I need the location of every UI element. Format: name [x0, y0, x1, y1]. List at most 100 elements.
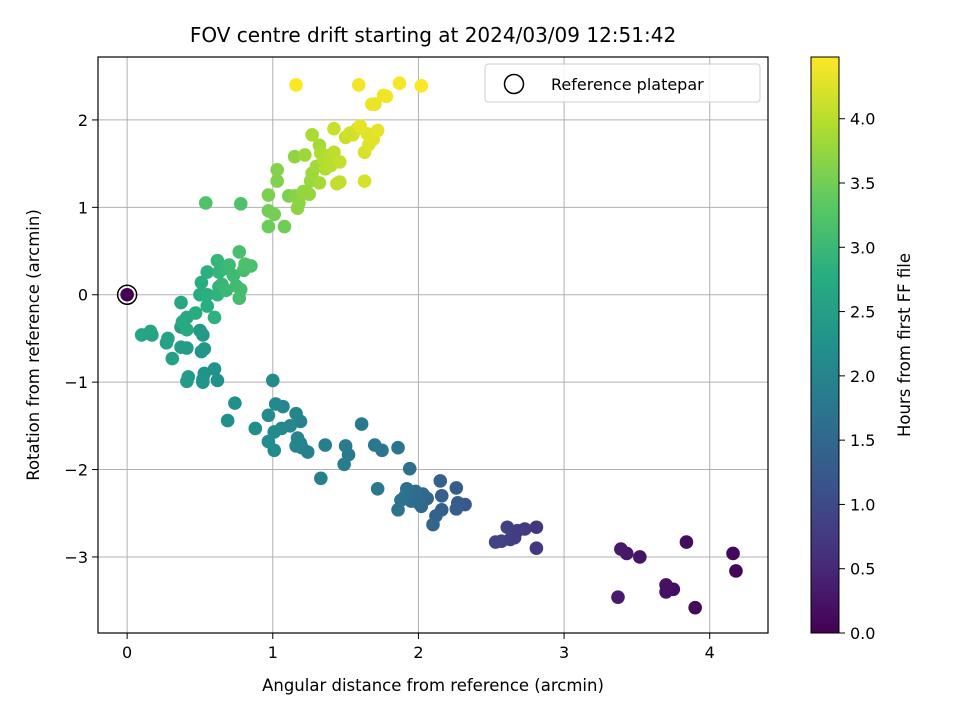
scatter-point	[426, 517, 440, 532]
scatter-point	[174, 295, 188, 310]
scatter-point	[379, 89, 394, 104]
x-tick-label: 4	[705, 643, 715, 662]
scatter-point	[210, 253, 225, 268]
legend: Reference platepar	[484, 63, 761, 103]
y-tick-label: 2	[78, 111, 88, 130]
scatter-point	[159, 336, 174, 350]
scatter-point	[289, 78, 303, 92]
scatter-point	[337, 457, 351, 472]
scatter-point	[314, 471, 328, 486]
y-axis: −3 −2 −1 0 1 2	[64, 111, 98, 567]
x-axis-label: Angular distance from reference (arcmin)	[262, 676, 604, 695]
scatter-point	[729, 564, 743, 578]
scatter-point	[365, 97, 379, 111]
scatter-point	[529, 541, 544, 556]
scatter-point	[327, 121, 341, 136]
scatter-point	[180, 322, 194, 337]
scatter-point	[449, 502, 464, 516]
scatter-point	[265, 373, 280, 388]
scatter-point	[261, 188, 276, 202]
scatter-point	[318, 438, 333, 452]
scatter-point	[198, 196, 213, 210]
scatter-point	[200, 299, 215, 313]
chart-title: FOV centre drift starting at 2024/03/09 …	[190, 23, 676, 47]
scatter-point	[392, 76, 407, 91]
scatter-point	[611, 590, 625, 604]
reference-platepar-marker	[116, 284, 138, 305]
colorbar-tick-label: 3.0	[850, 238, 875, 257]
scatter-point	[614, 542, 628, 556]
scatter-point	[302, 187, 316, 202]
x-axis: 0 1 2 3 4	[122, 633, 715, 662]
colorbar-tick-label: 0.5	[850, 560, 875, 579]
colorbar-tick-label: 0.0	[850, 624, 875, 643]
colorbar-gradient	[810, 56, 840, 634]
scatter-point	[268, 397, 283, 411]
y-tick-label: −3	[64, 548, 88, 567]
scatter-point	[261, 434, 276, 449]
scatter-point	[289, 439, 303, 453]
colorbar-tick-label: 4.0	[850, 110, 875, 129]
gridlines	[98, 57, 768, 633]
x-tick-label: 3	[559, 643, 569, 662]
scatter-point	[292, 196, 306, 210]
x-tick-label: 0	[122, 643, 132, 662]
scatter-point	[659, 585, 673, 599]
scatter-point	[222, 258, 236, 272]
scatter-point	[529, 520, 544, 535]
scatter-point	[433, 474, 448, 488]
colorbar-label: Hours from first FF file	[895, 253, 914, 437]
scatter-point	[180, 374, 194, 389]
legend-entry-reference-platepar: Reference platepar	[551, 75, 704, 94]
scatter-point	[351, 78, 366, 92]
legend-box	[484, 63, 761, 103]
colorbar-tick-label: 2.0	[850, 367, 875, 386]
scatter-point	[174, 340, 188, 354]
data-points	[116, 76, 743, 615]
scatter-point	[414, 79, 429, 93]
scatter-point	[226, 268, 241, 283]
y-axis-label: Rotation from reference (arcmin)	[24, 209, 43, 481]
scatter-point	[267, 207, 282, 222]
scatter-point	[232, 291, 247, 306]
scatter-point	[402, 461, 417, 476]
scatter-point	[391, 440, 405, 455]
scatter-point	[207, 362, 222, 376]
y-tick-label: −1	[64, 373, 88, 392]
scatter-point	[261, 408, 276, 423]
scatter-point	[354, 417, 369, 431]
scatter-point	[434, 488, 449, 503]
scatter-point	[248, 421, 263, 436]
scatter-point	[210, 373, 225, 388]
colorbar-tick-label: 2.5	[850, 303, 875, 322]
scatter-point	[165, 351, 180, 366]
scatter-point	[134, 328, 149, 342]
scatter-point	[207, 310, 222, 325]
legend-marker	[503, 73, 525, 95]
scatter-point	[289, 406, 303, 421]
scatter-point	[679, 535, 694, 549]
scatter-point	[200, 265, 215, 279]
colorbar-tick-label: 1.5	[850, 431, 875, 450]
scatter-point	[200, 287, 215, 302]
scatter-point	[220, 413, 235, 428]
scatter-point	[688, 600, 702, 615]
y-tick-label: 0	[78, 286, 88, 305]
colorbar-tick-label: 3.5	[850, 174, 875, 193]
x-tick-label: 2	[413, 643, 423, 662]
scatter-point	[298, 148, 312, 162]
scatter-point	[367, 438, 382, 452]
scatter-point	[233, 197, 248, 211]
scatter-point	[391, 502, 405, 517]
scatter-point	[270, 162, 284, 177]
colorbar-ticks: 0.0 0.5 1.0 1.5 2.0 2.5 3.0 3.5 4.0	[839, 110, 875, 643]
scatter-point	[232, 245, 247, 259]
scatter-point	[219, 283, 233, 298]
scatter-point	[194, 275, 209, 290]
scatter-point	[726, 546, 740, 561]
scatter-point	[188, 306, 203, 320]
scatter-point	[488, 535, 503, 549]
scatter-point	[500, 520, 515, 535]
scatter-point	[197, 342, 212, 356]
